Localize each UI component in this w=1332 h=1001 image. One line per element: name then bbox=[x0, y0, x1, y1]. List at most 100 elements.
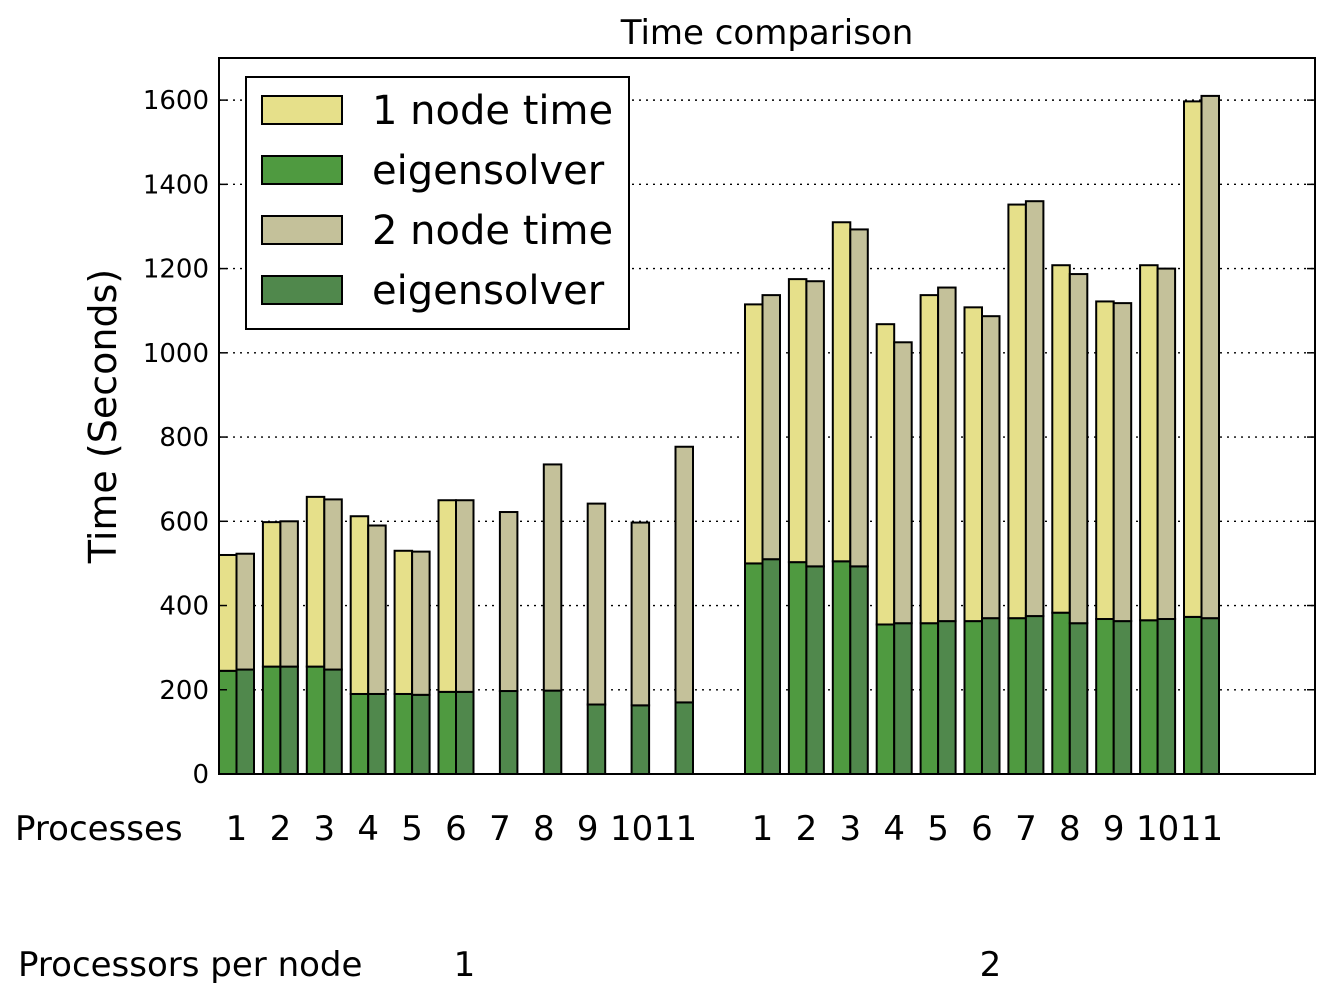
bar-1-node-eigensolver bbox=[261, 665, 282, 775]
process-count-label: 2 bbox=[270, 809, 292, 849]
bar-2-node-time bbox=[674, 445, 694, 704]
y-tick-label: 400 bbox=[159, 592, 209, 622]
process-count-label: 3 bbox=[313, 809, 335, 849]
y-axis-ticks: 0 200 400 600 800 1000 1200 1400 1600 bbox=[143, 86, 1315, 790]
process-count-label: 7 bbox=[1015, 809, 1037, 849]
bar-2-node-eigensolver bbox=[367, 692, 387, 775]
bar-2-node-eigensolver bbox=[279, 665, 299, 775]
bar-1-node-eigensolver bbox=[218, 669, 238, 775]
legend-entry-label: 1 node time bbox=[372, 88, 613, 134]
y-tick-label: 1400 bbox=[143, 170, 209, 200]
bar-2-node-time bbox=[367, 524, 387, 695]
process-count-label: 10 bbox=[610, 809, 653, 849]
bar-2-node-time bbox=[323, 498, 343, 671]
legend-entry-label: eigensolver bbox=[372, 148, 605, 194]
process-count-label: 7 bbox=[489, 809, 511, 849]
bar-1-node-time bbox=[1051, 264, 1071, 614]
processes-row-label: Processes bbox=[15, 809, 183, 849]
bar-1-node-eigensolver bbox=[1139, 619, 1159, 775]
bar-2-node-eigensolver bbox=[1112, 620, 1133, 775]
bar-1-node-eigensolver bbox=[1007, 617, 1027, 776]
bar-2-node-time bbox=[455, 499, 475, 693]
process-count-label: 4 bbox=[357, 809, 379, 849]
processors-per-node-row-label: Processors per node bbox=[18, 945, 362, 985]
legend-swatch bbox=[261, 95, 343, 125]
bar-1-node-eigensolver bbox=[305, 665, 326, 775]
process-count-label: 9 bbox=[577, 809, 599, 849]
bar-1-node-time bbox=[831, 221, 852, 563]
bar-2-node-time bbox=[1112, 302, 1133, 623]
bar-1-node-eigensolver bbox=[437, 690, 457, 776]
bar-1-node-eigensolver bbox=[1183, 615, 1203, 775]
bar-2-node-eigensolver bbox=[542, 689, 563, 775]
bar-2-node-time bbox=[893, 341, 913, 625]
bar-2-node-eigensolver bbox=[323, 668, 343, 775]
bar-1-node-time bbox=[875, 323, 896, 626]
bar-2-node-time bbox=[630, 521, 651, 707]
y-tick-label: 600 bbox=[159, 507, 209, 537]
bar-1-node-eigensolver bbox=[831, 560, 852, 776]
bars bbox=[218, 94, 1315, 776]
bar-2-node-time bbox=[761, 294, 781, 561]
bar-2-node-eigensolver bbox=[761, 558, 781, 776]
bar-2-node-time bbox=[235, 552, 255, 671]
bar-1-node-eigensolver bbox=[744, 562, 764, 775]
bar-2-node-time bbox=[1024, 200, 1045, 618]
legend-swatch bbox=[261, 275, 343, 305]
bar-1-node-time bbox=[349, 515, 370, 695]
bar-1-node-eigensolver bbox=[393, 692, 414, 775]
bar-2-node-time bbox=[1068, 273, 1089, 625]
bar-2-node-eigensolver bbox=[937, 620, 957, 775]
y-tick-label: 1200 bbox=[143, 255, 209, 285]
y-tick-label: 800 bbox=[159, 423, 209, 453]
bar-1-node-time bbox=[305, 495, 326, 668]
bar-2-node-time bbox=[937, 286, 957, 623]
bar-1-node-time bbox=[393, 549, 414, 695]
process-count-label: 1 bbox=[226, 809, 248, 849]
bar-2-node-eigensolver bbox=[630, 704, 651, 775]
bar-2-node-eigensolver bbox=[1156, 618, 1177, 776]
bar-1-node-time bbox=[919, 294, 940, 625]
process-count-label: 11 bbox=[1180, 809, 1223, 849]
bar-1-node-time bbox=[1139, 264, 1159, 622]
process-count-label: 6 bbox=[971, 809, 993, 849]
process-count-label: 8 bbox=[533, 809, 555, 849]
y-tick-label: 0 bbox=[192, 760, 209, 790]
process-count-label: 5 bbox=[401, 809, 423, 849]
bar-1-node-eigensolver bbox=[963, 620, 983, 775]
bar-2-node-time bbox=[586, 502, 607, 706]
bar-2-node-eigensolver bbox=[1200, 617, 1220, 776]
bar-2-node-time bbox=[981, 315, 1001, 620]
bar-1-node-eigensolver bbox=[1051, 611, 1071, 775]
legend-swatch bbox=[261, 155, 343, 185]
process-count-label: 11 bbox=[654, 809, 697, 849]
processors-per-node-value: 1 bbox=[454, 945, 476, 985]
process-count-label: 8 bbox=[1059, 809, 1081, 849]
bar-2-node-eigensolver bbox=[849, 565, 869, 775]
bar-1-node-time bbox=[1095, 300, 1115, 621]
process-count-label: 1 bbox=[752, 809, 774, 849]
plot-frame bbox=[218, 57, 1316, 775]
bar-2-node-time bbox=[1156, 267, 1177, 621]
bar-1-node-time bbox=[437, 499, 457, 693]
process-count-label: 6 bbox=[445, 809, 467, 849]
bar-2-node-time bbox=[279, 520, 299, 668]
bar-2-node-eigensolver bbox=[498, 690, 519, 776]
bar-2-node-eigensolver bbox=[1024, 615, 1045, 776]
chart-title: Time comparison bbox=[620, 13, 914, 53]
bar-1-node-eigensolver bbox=[875, 623, 896, 776]
bar-1-node-time bbox=[787, 278, 808, 564]
bar-2-node-eigensolver bbox=[411, 693, 431, 776]
bar-2-node-time bbox=[805, 280, 825, 568]
bar-1-node-eigensolver bbox=[787, 561, 808, 776]
legend: 1 node time eigensolver 2 node time eigenso… bbox=[245, 76, 630, 330]
bar-2-node-eigensolver bbox=[1068, 622, 1089, 775]
bar-2-node-time bbox=[542, 463, 563, 692]
y-axis-label: Time (Seconds) bbox=[81, 269, 125, 564]
legend-swatch bbox=[261, 215, 343, 245]
bar-2-node-time bbox=[849, 228, 869, 568]
process-count-label: 4 bbox=[883, 809, 905, 849]
process-count-label: 2 bbox=[796, 809, 818, 849]
bar-2-node-eigensolver bbox=[674, 701, 694, 776]
